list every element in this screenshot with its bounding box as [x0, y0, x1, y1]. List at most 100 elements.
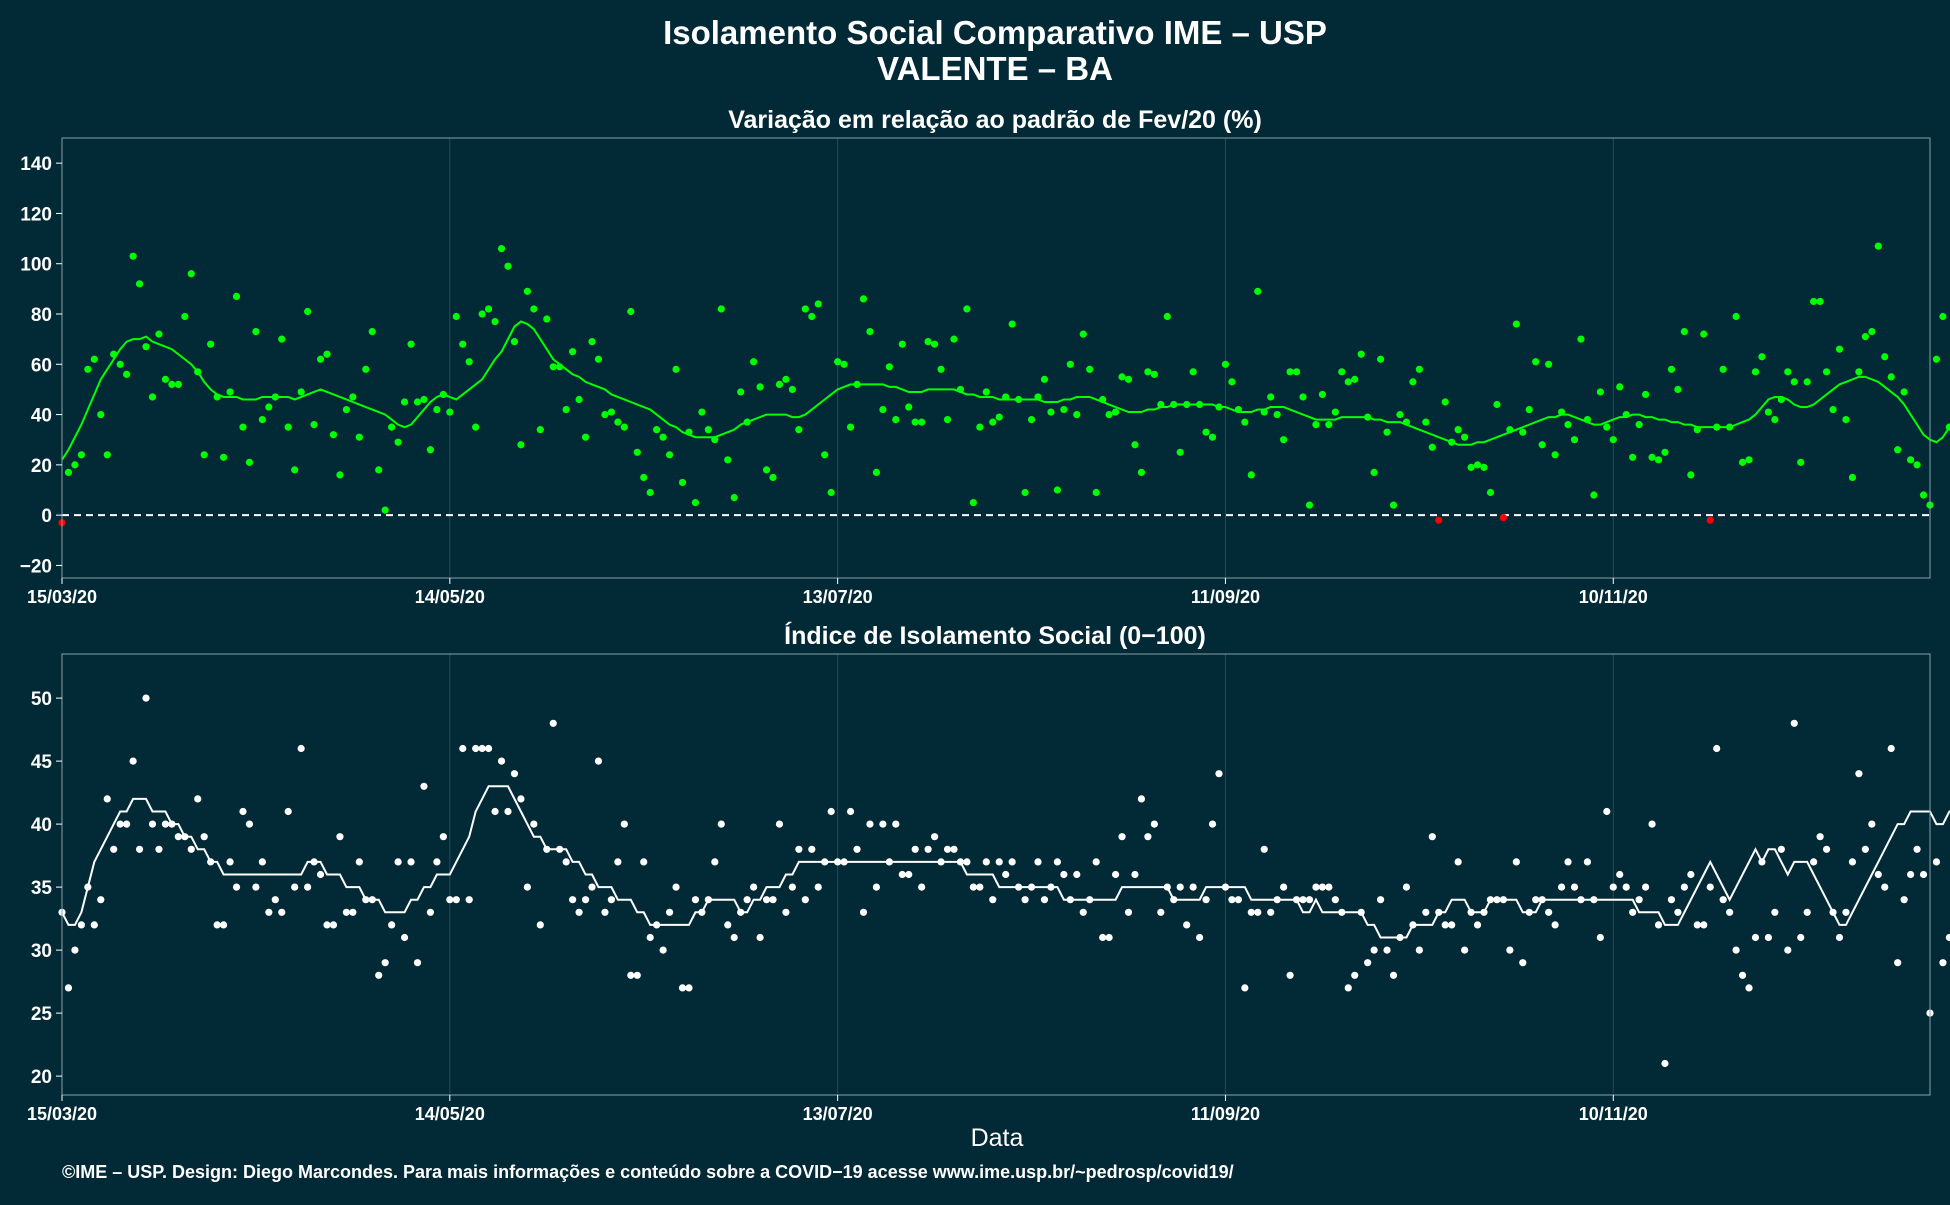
data-point: [355, 433, 363, 441]
data-point: [950, 335, 958, 343]
data-point: [995, 413, 1003, 421]
x-tick-label: 13/07/20: [803, 1104, 873, 1124]
data-point: [872, 468, 881, 476]
data-point: [646, 488, 654, 497]
data-point: [1726, 908, 1734, 916]
data-point: [1002, 870, 1010, 879]
data-point: [504, 807, 512, 816]
data-point: [1331, 896, 1339, 904]
data-point: [1577, 335, 1585, 343]
data-point: [1389, 971, 1398, 979]
data-point: [355, 858, 363, 866]
data-point: [1493, 896, 1501, 904]
data-point: [446, 896, 454, 904]
data-point: [549, 719, 557, 727]
data-point: [1745, 456, 1753, 464]
data-point: [762, 466, 771, 474]
data-point: [1603, 423, 1611, 431]
data-point: [1480, 463, 1488, 471]
data-point: [653, 921, 661, 929]
data-point: [1351, 375, 1359, 383]
data-point: [504, 262, 512, 270]
data-point: [1790, 719, 1798, 727]
data-point: [834, 858, 842, 866]
data-point: [1131, 870, 1139, 879]
data-point: [665, 908, 674, 916]
data-point: [782, 375, 790, 383]
moving-average-line: [61, 320, 1950, 461]
data-point: [161, 375, 170, 383]
data-point: [226, 388, 234, 396]
data-point: [1810, 297, 1818, 306]
y-tick-label: 45: [31, 752, 53, 773]
data-point: [1002, 393, 1010, 401]
data-point: [943, 845, 952, 853]
x-axis-label: Data: [971, 1124, 1024, 1152]
data-point: [1273, 896, 1281, 904]
data-point: [71, 461, 79, 469]
data-point: [1040, 375, 1049, 383]
data-point: [1144, 368, 1152, 376]
data-point: [963, 858, 971, 866]
data-point: [1590, 896, 1598, 904]
figure-title: Isolamento Social Comparativo IME – USP: [663, 14, 1327, 51]
data-point: [653, 426, 661, 434]
data-point: [698, 908, 706, 916]
data-point: [866, 328, 874, 336]
data-point: [704, 896, 712, 904]
data-point: [1499, 514, 1507, 522]
data-point: [1868, 328, 1876, 336]
data-point: [439, 390, 447, 399]
data-point: [853, 380, 861, 388]
data-point: [1726, 423, 1734, 431]
data-point: [1700, 921, 1708, 929]
data-point: [148, 820, 157, 828]
data-point: [1913, 845, 1921, 853]
data-point: [478, 310, 486, 318]
data-point: [1874, 242, 1882, 250]
data-point: [129, 757, 137, 765]
data-point: [536, 921, 544, 929]
data-point: [627, 971, 635, 979]
data-point: [194, 795, 202, 803]
data-point: [911, 418, 919, 426]
data-point: [1254, 287, 1262, 295]
data-point: [297, 388, 305, 396]
data-point: [1273, 410, 1281, 419]
data-point: [827, 488, 835, 497]
data-point: [821, 451, 829, 459]
data-point: [1519, 959, 1527, 967]
data-point: [1079, 908, 1087, 916]
data-point: [90, 355, 98, 363]
data-point: [1305, 896, 1314, 904]
data-point: [976, 883, 984, 891]
data-point: [536, 426, 544, 434]
data-point: [691, 498, 700, 507]
data-point: [1202, 428, 1210, 436]
data-point: [665, 451, 674, 459]
data-point: [646, 933, 654, 942]
data-point: [1642, 883, 1650, 891]
data-point: [614, 418, 622, 426]
data-point: [1835, 933, 1844, 942]
data-point: [219, 453, 228, 461]
data-point: [116, 820, 124, 828]
data-point: [1247, 908, 1255, 916]
data-point: [1609, 436, 1617, 444]
bottom-panel-title: Índice de Isolamento Social (0−100): [784, 621, 1206, 650]
data-point: [1932, 858, 1941, 866]
data-point: [1053, 858, 1061, 866]
data-point: [187, 270, 195, 278]
data-point: [918, 883, 926, 891]
data-point: [1577, 896, 1585, 904]
data-point: [1803, 908, 1811, 916]
data-point: [413, 959, 422, 967]
data-point: [1234, 896, 1242, 904]
data-point: [1713, 423, 1721, 431]
data-point: [394, 858, 402, 866]
data-point: [1622, 410, 1630, 419]
data-point: [1473, 461, 1482, 469]
data-point: [1894, 959, 1902, 967]
y-tick-label: 140: [20, 154, 52, 175]
